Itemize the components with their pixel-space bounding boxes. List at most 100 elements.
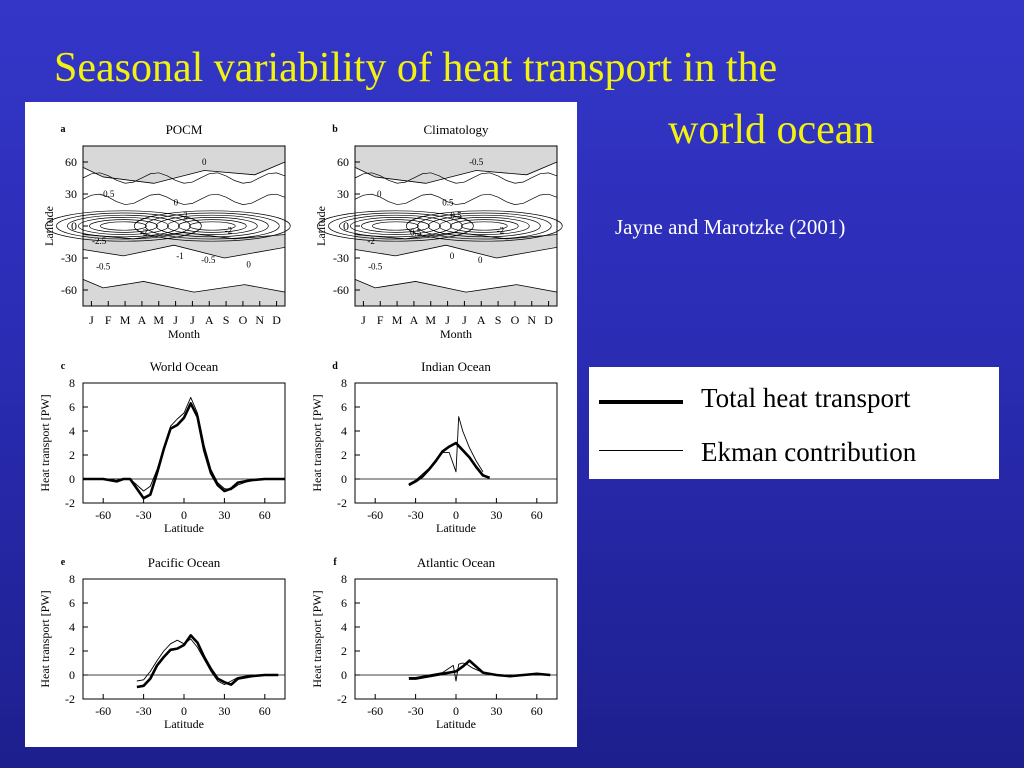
chart-e-x-tick-label: 0 [181, 704, 187, 718]
chart-e-y-tick-label: 8 [69, 572, 75, 586]
chart-c-x-tick-label: 30 [218, 508, 230, 522]
chart-f-y-tick-label: 6 [341, 596, 347, 610]
legend-item-total: Total heat transport [589, 375, 999, 425]
chart-e-series-thin [136, 638, 279, 686]
chart-f-y-tick-label: 0 [341, 668, 347, 682]
chart-b-y-tick-label: 0 [343, 219, 349, 233]
chart-e-panel: e Pacific Ocean 8 6 4 2 0 -2 -60 -30 0 30 60 Latitude… [38, 555, 286, 731]
chart-e-y-tick-label: -2 [65, 692, 75, 706]
chart-a-y-tick-label: -60 [61, 283, 77, 297]
chart-c-x-tick-label: -30 [136, 508, 152, 522]
chart-c-y-tick-label: 4 [69, 424, 75, 438]
legend-line-thick [599, 400, 683, 404]
chart-a-x-tick-label: M [120, 313, 131, 327]
chart-b-contour-line-1 [361, 219, 430, 233]
chart-e-x-axis-label: Latitude [164, 717, 204, 731]
chart-e-x-tick-label: -30 [136, 704, 152, 718]
chart-e-title: Pacific Ocean [148, 555, 221, 570]
chart-b-y-tick-label: -30 [333, 251, 349, 265]
chart-a-contour-line-8 [166, 217, 258, 235]
chart-c-y-tick-label: 2 [69, 448, 75, 462]
chart-a-x-tick-label: J [173, 313, 178, 327]
chart-e-panel-letter: e [61, 557, 66, 568]
chart-b-contour-wavy-25 [354, 193, 558, 205]
chart-b-x-axis-label: Month [440, 327, 472, 341]
chart-c-y-tick-label: 6 [69, 400, 75, 414]
chart-b-y-tick-label: 60 [337, 155, 349, 169]
chart-a-x-tick-label: J [190, 313, 195, 327]
chart-b-contour-line-7 [449, 219, 519, 233]
chart-a-contour-line-11 [133, 210, 291, 242]
chart-b-contour-line-6 [460, 221, 508, 231]
chart-a-contour-label: -0.5 [100, 189, 115, 199]
legend-box: Total heat transport Ekman contribution [589, 367, 999, 479]
chart-e-x-tick-label: 30 [218, 704, 230, 718]
chart-b-panel: b Climatology -0.5 0 0.5 0.5 0.5 -2 -2 -0.5 0 0 60 30… [314, 122, 563, 341]
legend-item-ekman: Ekman contribution [589, 429, 999, 479]
chart-d-y-tick-label: 0 [341, 472, 347, 486]
chart-e-y-tick-label: 6 [69, 596, 75, 610]
chart-b-contour-line-3 [339, 214, 452, 238]
chart-a-x-tick-label: O [239, 313, 248, 327]
chart-b-contour-label: 0.5 [450, 210, 462, 220]
chart-a-contour-wavy-45 [82, 172, 286, 184]
chart-d-y-tick-label: 8 [341, 376, 347, 390]
chart-e-frame [82, 578, 286, 700]
chart-a-contour-line-9 [155, 214, 269, 238]
chart-b-x-tick-label: J [361, 313, 366, 327]
chart-d-y-tick-label: 2 [341, 448, 347, 462]
chart-a-x-tick-label: D [272, 313, 281, 327]
chart-b-title: Climatology [424, 122, 490, 137]
chart-f-x-tick-label: 30 [490, 704, 502, 718]
legend-label-total: Total heat transport [701, 383, 911, 413]
chart-b-contour-line-0 [372, 221, 419, 231]
chart-b-x-tick-label: M [425, 313, 436, 327]
chart-b-contour-label: -2 [367, 236, 375, 246]
chart-b-x-tick-label: M [392, 313, 403, 327]
figure-panel: a POCM 0 -0.5 0 -2 -2 -2 -2.5 -0.5 -1 -0.5 0 60 30 0 -30… [25, 102, 577, 747]
chart-b-y-axis-label: Latitude [314, 206, 328, 246]
slide-title-line-1: Seasonal variability of heat transport i… [54, 45, 778, 91]
chart-b-x-tick-label: N [527, 313, 536, 327]
chart-d-x-axis-label: Latitude [436, 521, 476, 535]
chart-d-x-tick-label: -30 [408, 508, 424, 522]
chart-d-series-thick [408, 441, 491, 487]
chart-b-contour-line-5 [317, 210, 474, 242]
chart-a-x-axis-label: Month [168, 327, 200, 341]
chart-c-x-tick-label: 0 [181, 508, 187, 522]
chart-d-x-tick-label: 60 [531, 508, 543, 522]
chart-b-contour-label: 0.5 [442, 198, 454, 208]
chart-a-contour-line-6 [188, 221, 236, 231]
chart-f-y-tick-label: -2 [337, 692, 347, 706]
chart-a-y-tick-label: -30 [61, 251, 77, 265]
chart-c-panel: c World Ocean 8 6 4 2 0 -2 -60 -30 0 30 60 Latitude He… [38, 359, 286, 535]
chart-c-title: World Ocean [150, 359, 219, 374]
chart-f-y-tick-label: 2 [341, 644, 347, 658]
chart-f-y-tick-label: 4 [341, 620, 347, 634]
chart-f-x-tick-label: -30 [408, 704, 424, 718]
chart-a-y-tick-label: 0 [71, 219, 77, 233]
chart-a-contour-line-10 [144, 212, 280, 240]
chart-a-contour-label: -2 [140, 227, 148, 237]
chart-b-x-tick-label: S [495, 313, 502, 327]
chart-d-panel-letter: d [332, 361, 338, 372]
chart-a-contour-label: -0.5 [201, 255, 216, 265]
chart-b-contour-label: -0.5 [469, 157, 484, 167]
chart-c-y-tick-label: 0 [69, 472, 75, 486]
chart-b-contour-line-4 [328, 212, 463, 240]
chart-e-y-tick-label: 2 [69, 644, 75, 658]
chart-b-x-tick-label: J [462, 313, 467, 327]
chart-a-contour-line-2 [78, 217, 169, 235]
chart-c-y-tick-label: 8 [69, 376, 75, 390]
chart-a-x-tick-label: N [255, 313, 264, 327]
chart-f-x-tick-label: 60 [531, 704, 543, 718]
chart-a-contour-line-7 [177, 219, 247, 233]
chart-a-contour-label: -2 [225, 225, 233, 235]
chart-d-panel: d Indian Ocean 8 6 4 2 0 -2 -60 -30 0 30 60 Latitude H… [310, 359, 558, 535]
chart-b-contour-line-9 [427, 214, 541, 238]
chart-a-y-axis-label: Latitude [42, 206, 56, 246]
chart-a-contour-label: -2 [180, 210, 188, 220]
chart-a-shaded-south-band [82, 278, 286, 307]
chart-a-shaded-north-band [82, 145, 286, 184]
chart-f-y-axis-label: Heat transport [PW] [310, 590, 324, 687]
